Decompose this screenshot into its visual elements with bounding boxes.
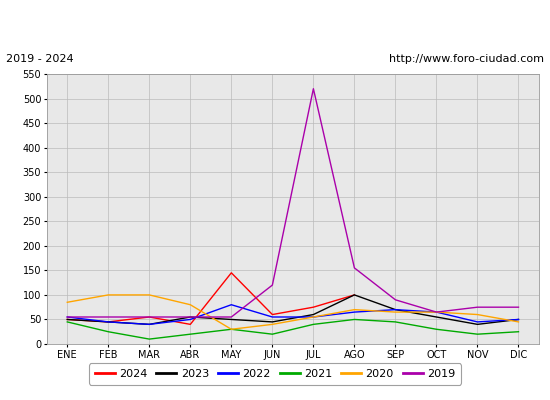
- Text: 2019 - 2024: 2019 - 2024: [6, 54, 73, 64]
- Text: http://www.foro-ciudad.com: http://www.foro-ciudad.com: [389, 54, 544, 64]
- Legend: 2024, 2023, 2022, 2021, 2020, 2019: 2024, 2023, 2022, 2021, 2020, 2019: [89, 364, 461, 384]
- Text: Evolucion Nº Turistas Extranjeros en el municipio de Montánchez: Evolucion Nº Turistas Extranjeros en el …: [31, 16, 519, 28]
